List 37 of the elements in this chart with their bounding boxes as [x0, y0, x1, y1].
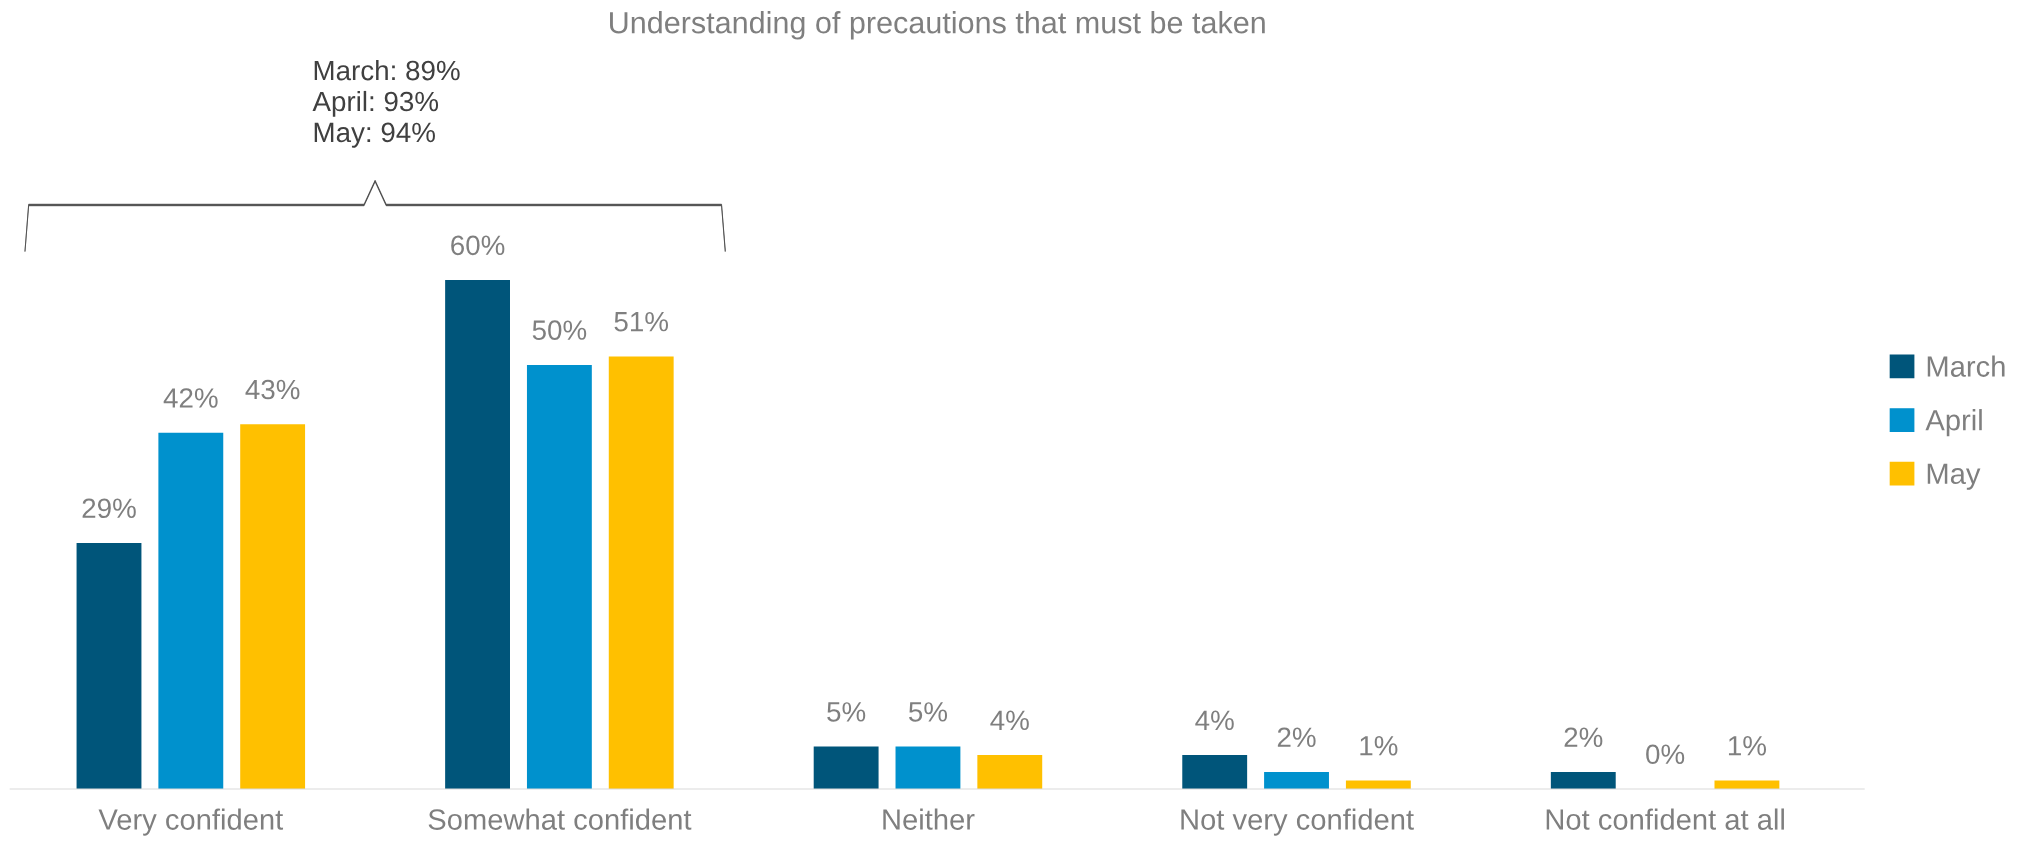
data-label: 5%: [827, 702, 866, 722]
chart-title: Understanding of precautions that must be taken: [610, 11, 1265, 40]
data-label: 1%: [1728, 736, 1767, 756]
data-label: 2%: [1564, 727, 1603, 748]
data-label: 1%: [1360, 736, 1398, 756]
data-label: 0%: [1646, 744, 1685, 765]
data-label: 43%: [245, 379, 300, 400]
bar: [895, 746, 961, 790]
data-label: 2%: [1277, 727, 1316, 748]
x-tick-label: Somewhat confident: [428, 808, 692, 830]
bar: [977, 755, 1043, 790]
data-label: 4%: [1195, 710, 1234, 731]
x-tick-label: Not very confident: [1181, 808, 1414, 836]
legend-label: March: [1927, 355, 2005, 377]
legend-label: April: [1925, 409, 1982, 437]
data-label: 5%: [909, 702, 948, 722]
data-label: 60%: [451, 235, 505, 256]
bar: [158, 432, 224, 790]
bar: [813, 746, 879, 790]
x-tick-label: Neither: [883, 808, 975, 830]
bar: [608, 356, 674, 790]
bar: [445, 280, 510, 790]
bar: [240, 424, 306, 790]
data-label: 51%: [614, 311, 669, 332]
data-label: 4%: [990, 710, 1029, 731]
bar: [76, 543, 142, 790]
bar: [526, 364, 592, 790]
legend-label: May: [1927, 463, 1981, 490]
bar: [1550, 772, 1616, 790]
x-tick-label: Not confident at all: [1546, 808, 1784, 830]
bar: [1182, 755, 1248, 790]
data-label: 50%: [532, 320, 587, 340]
x-tick-label: Very confident: [98, 808, 284, 836]
data-label: 42%: [163, 388, 218, 408]
bar: [1264, 772, 1329, 790]
text: March: 89% April: 93% May: 94%: [312, 59, 460, 148]
data-label: 29%: [82, 498, 136, 519]
